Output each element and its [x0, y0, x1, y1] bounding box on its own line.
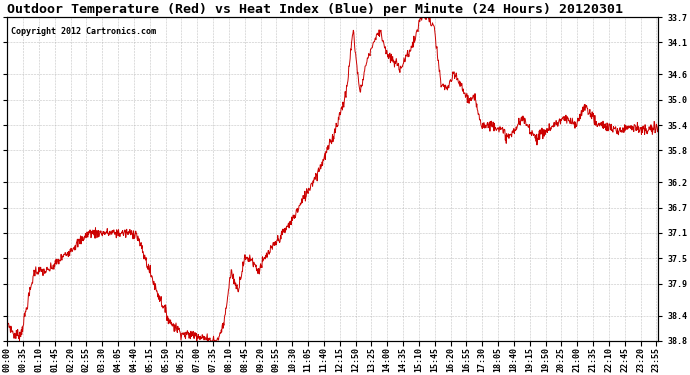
Text: Copyright 2012 Cartronics.com: Copyright 2012 Cartronics.com: [10, 27, 155, 36]
Text: Outdoor Temperature (Red) vs Heat Index (Blue) per Minute (24 Hours) 20120301: Outdoor Temperature (Red) vs Heat Index …: [8, 3, 623, 16]
